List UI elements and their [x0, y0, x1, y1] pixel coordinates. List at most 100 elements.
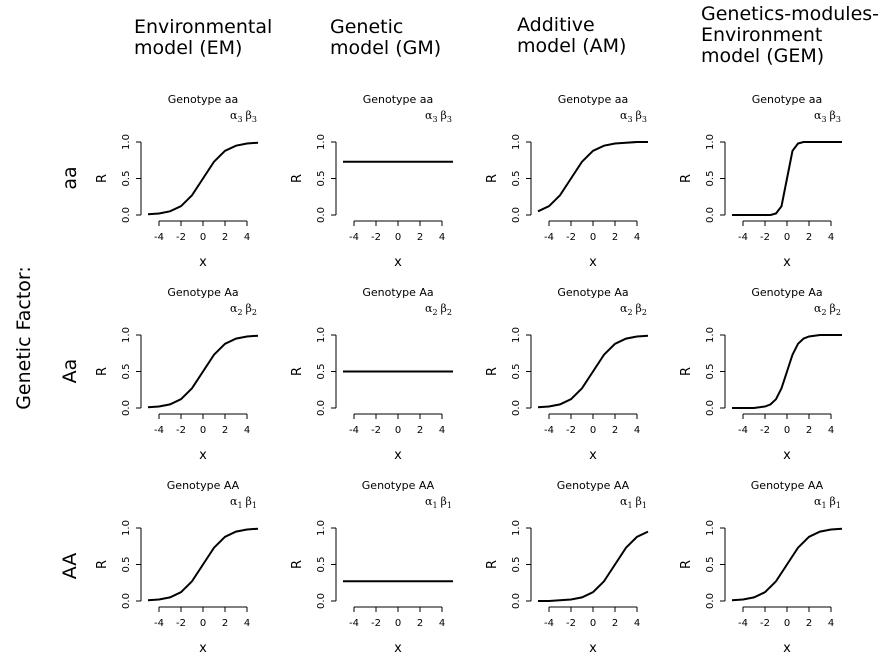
beta-symbol: β [246, 495, 252, 508]
panel-gem-aa-curve [732, 141, 842, 216]
y-tick-label: 0.0 [121, 207, 132, 223]
y-tick-label: 0.0 [316, 400, 327, 416]
column-title-em-line-2: model (EM) [134, 37, 242, 59]
panel-am-AA-params: α1 β1 [620, 495, 647, 510]
alpha-subscript: 2 [237, 308, 242, 317]
panel-gem-Aa-title: Genotype Aa [751, 286, 822, 299]
row-label-aa: aa [59, 166, 81, 189]
panel-gem-AA-y-label: R [679, 560, 694, 569]
panel-gm-aa-params: α3 β3 [425, 109, 452, 124]
panel-gem-Aa-y-label: R [679, 367, 694, 376]
y-tick-label: 0.5 [511, 171, 522, 187]
beta-subscript: 2 [252, 308, 257, 317]
panel-am-Aa-y-label: R [485, 367, 500, 376]
alpha-symbol: α [230, 109, 238, 122]
y-tick-label: 0.0 [316, 207, 327, 223]
x-tick-label: 0 [200, 232, 206, 243]
column-titles: Environmental model (EM) Genetic model (… [134, 3, 885, 67]
beta-symbol: β [246, 109, 252, 122]
x-tick-label: -4 [544, 425, 554, 436]
beta-subscript: 2 [642, 308, 647, 317]
x-tick-label: 4 [244, 232, 250, 243]
panel-em-Aa-title: Genotype Aa [167, 286, 238, 299]
x-tick-label: 2 [612, 232, 618, 243]
panel-gm-aa-title: Genotype aa [363, 93, 434, 106]
alpha-symbol: α [425, 109, 433, 122]
y-tick-label: 1.0 [121, 134, 132, 150]
panel-gm-Aa-x-label: x [394, 448, 402, 463]
y-tick-label: 1.0 [121, 520, 132, 536]
beta-symbol: β [246, 302, 252, 315]
x-tick-label: -4 [738, 618, 748, 629]
alpha-symbol: α [620, 302, 628, 315]
y-tick-label: 0.5 [316, 171, 327, 187]
panel-gm-aa-x-label: x [394, 255, 402, 270]
panel-em-aa-x-label: x [199, 255, 207, 270]
y-tick-label: 0.5 [121, 171, 132, 187]
beta-subscript: 1 [836, 501, 841, 510]
beta-subscript: 2 [447, 308, 452, 317]
alpha-symbol: α [425, 495, 433, 508]
x-tick-label: 2 [222, 232, 228, 243]
panel-em-aa-curve [147, 141, 259, 216]
beta-subscript: 3 [252, 115, 257, 124]
x-tick-label: -2 [760, 232, 770, 243]
alpha-subscript: 1 [237, 501, 242, 510]
x-tick-label: 0 [200, 618, 206, 629]
x-tick-label: 0 [784, 618, 790, 629]
alpha-symbol: α [620, 495, 628, 508]
panel-gm-AA-params: α1 β1 [425, 495, 452, 510]
x-tick-label: -4 [154, 425, 164, 436]
alpha-subscript: 2 [432, 308, 437, 317]
panel-am-AA-curve [538, 530, 649, 602]
panel-am-aa-curve [537, 141, 648, 213]
x-tick-label: 4 [244, 618, 250, 629]
beta-subscript: 3 [642, 115, 647, 124]
y-tick-label: 0.5 [511, 364, 522, 380]
y-tick-label: 1.0 [705, 134, 716, 150]
x-tick-label: -4 [154, 618, 164, 629]
panel-am-aa-title: Genotype aa [558, 93, 629, 106]
alpha-symbol: α [425, 302, 433, 315]
x-tick-label: -4 [738, 232, 748, 243]
y-tick-label: 0.5 [121, 364, 132, 380]
beta-subscript: 3 [447, 115, 452, 124]
panel-gm-Aa-params: α2 β2 [425, 302, 452, 317]
panel-gm-AA-y-label: R [290, 560, 305, 569]
y-tick-label: 0.0 [511, 400, 522, 416]
y-tick-label: 0.0 [511, 593, 522, 609]
x-tick-label: -2 [760, 425, 770, 436]
panel-gem-aa-title: Genotype aa [752, 93, 823, 106]
panel-am-Aa-curve [537, 334, 649, 409]
panel-am-Aa-params: α2 β2 [620, 302, 647, 317]
x-tick-label: -2 [176, 425, 186, 436]
column-title-gem-line-3: model (GEM) [701, 45, 824, 67]
x-tick-label: 4 [439, 232, 445, 243]
beta-subscript: 1 [642, 501, 647, 510]
x-tick-label: 2 [806, 618, 812, 629]
column-title-em-line-1: Environmental [134, 16, 272, 38]
y-tick-label: 0.0 [511, 207, 522, 223]
alpha-symbol: α [230, 302, 238, 315]
panel-em-AA-x-label: x [199, 641, 207, 656]
row-label-AA: AA [59, 553, 81, 580]
x-tick-label: 0 [784, 425, 790, 436]
panel-gm-AA-x-label: x [394, 641, 402, 656]
x-tick-label: -2 [176, 618, 186, 629]
y-tick-label: 1.0 [121, 327, 132, 343]
panel-gem-AA-params: α1 β1 [814, 495, 841, 510]
row-labels: aa Aa AA [59, 166, 81, 579]
panel-gem-aa-y-label: R [679, 174, 694, 183]
column-title-em: Environmental model (EM) [134, 16, 278, 59]
panel-gem-AA-curve [731, 527, 843, 602]
column-title-gem: Genetics-modules- Environment model (GEM… [701, 3, 885, 67]
y-tick-label: 0.5 [705, 171, 716, 187]
panel-em-Aa-params: α2 β2 [230, 302, 257, 317]
